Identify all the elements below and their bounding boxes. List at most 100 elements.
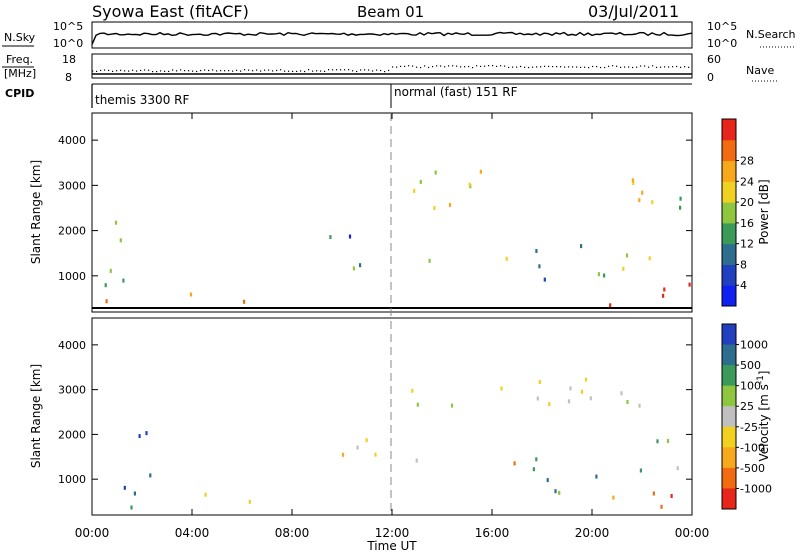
nave-point <box>228 70 230 72</box>
nave-point <box>172 69 174 71</box>
nave-point <box>380 69 382 72</box>
nave-point <box>460 66 462 68</box>
nave-point <box>412 65 414 67</box>
nave-point <box>280 69 282 71</box>
nave-point <box>644 65 646 67</box>
nave-point <box>200 69 202 72</box>
colorbar-segment <box>722 160 736 182</box>
nave-point <box>428 66 430 69</box>
range-gate-cell <box>595 474 598 479</box>
noise-panel: N.Sky 10^5 10^0 10^5 10^0 N.Search <box>2 20 796 50</box>
range-gate-cell <box>626 400 629 404</box>
nave-point <box>376 69 378 71</box>
range-gate-cell <box>688 282 691 287</box>
nave-point <box>176 70 178 72</box>
nave-point <box>164 70 166 72</box>
range-gate-cell <box>632 181 635 186</box>
nave-point <box>344 69 346 71</box>
nave-point <box>208 69 210 72</box>
time-axis: 00:00 04:00 08:00 12:00 16:00 20:00 00:00 <box>75 113 709 540</box>
power-panel: 1000 2000 3000 4000 Slant Range [km] 4 8 12 16… <box>29 112 771 313</box>
nave-point <box>444 66 446 68</box>
range-gate-cell <box>535 249 538 253</box>
range-gate-cell <box>656 439 659 444</box>
nave-point <box>620 66 622 68</box>
nave-point <box>124 70 126 72</box>
nave-point <box>300 70 302 72</box>
nave-point <box>268 69 270 71</box>
range-gate-cell <box>558 490 561 495</box>
nave-point <box>640 65 642 67</box>
nave-point <box>632 66 634 69</box>
noise-sky-trace <box>91 31 693 45</box>
nave-point <box>168 70 170 73</box>
nave-point <box>212 69 214 71</box>
nave-point <box>616 65 618 67</box>
range-gate-cell <box>450 403 454 408</box>
nave-point <box>408 65 410 67</box>
colorbar-tick-label: 1000 <box>740 339 768 352</box>
colorbar-segment <box>722 243 736 265</box>
nave-point <box>604 66 606 69</box>
range-gate-cell <box>138 434 141 439</box>
range-gate-cell <box>638 198 641 203</box>
colorbar-segment <box>722 202 736 224</box>
noise-search-label: N.Search <box>746 28 796 41</box>
range-gate-cell <box>648 256 651 261</box>
x-tick-label: 04:00 <box>175 526 210 540</box>
range-gate-cell <box>109 268 112 273</box>
range-gate-cell <box>543 277 546 282</box>
range-gate-cell <box>341 452 345 457</box>
nave-point <box>272 70 274 72</box>
nave-trace <box>92 65 690 73</box>
range-gate-cell <box>500 386 503 391</box>
nave-point <box>532 66 534 68</box>
nave-point <box>476 65 478 67</box>
range-gate-cell <box>374 452 377 457</box>
noise-sky-label: N.Sky <box>4 31 36 44</box>
range-gate-cell <box>625 253 629 258</box>
nave-point <box>148 69 150 71</box>
nave-point <box>332 69 334 71</box>
nave-point <box>216 70 218 72</box>
colorbar-tick-label: 500 <box>740 359 761 372</box>
range-gate-cell <box>609 303 612 308</box>
cpid-segment-themis: themis 3300 RF <box>95 93 189 107</box>
x-tick-label: 08:00 <box>275 526 310 540</box>
nave-point <box>468 65 470 68</box>
nave-point <box>464 66 466 68</box>
nave-point <box>540 66 542 68</box>
colorbar-segment <box>722 264 736 286</box>
nave-point <box>672 66 674 68</box>
nave-point <box>516 66 518 68</box>
range-gate-cell <box>532 467 535 472</box>
range-gate-cell <box>662 293 665 298</box>
range-gate-cell <box>415 458 418 463</box>
colorbar-tick-label: 28 <box>740 155 754 168</box>
nave-point <box>372 70 374 72</box>
colorbar-tick-label: -1000 <box>740 482 772 495</box>
nave-point <box>320 70 322 72</box>
nave-point <box>264 69 266 71</box>
colorbar-tick-label: 8 <box>740 258 747 271</box>
range-gate-cell <box>411 388 414 393</box>
range-gate-cell <box>612 495 615 500</box>
nave-point <box>392 66 394 68</box>
range-gate-cell <box>416 402 419 407</box>
colorbar-segment <box>722 426 736 448</box>
nave-point <box>584 66 586 68</box>
nave-point <box>472 66 474 69</box>
y-tick-label: 2000 <box>58 428 86 441</box>
range-gate-cell <box>639 468 642 473</box>
colorbar-segment <box>722 447 736 469</box>
nave-point <box>496 65 498 68</box>
y-tick-label: 2000 <box>58 225 86 238</box>
range-gate-cell <box>513 461 516 466</box>
colorbar-segment <box>722 385 736 407</box>
nave-point <box>576 66 578 68</box>
nave-point <box>108 69 110 72</box>
y-tick-label: 3000 <box>58 384 86 397</box>
colorbar-tick-label: 20 <box>740 196 754 209</box>
nave-point <box>424 65 426 67</box>
nave-point <box>624 66 626 68</box>
